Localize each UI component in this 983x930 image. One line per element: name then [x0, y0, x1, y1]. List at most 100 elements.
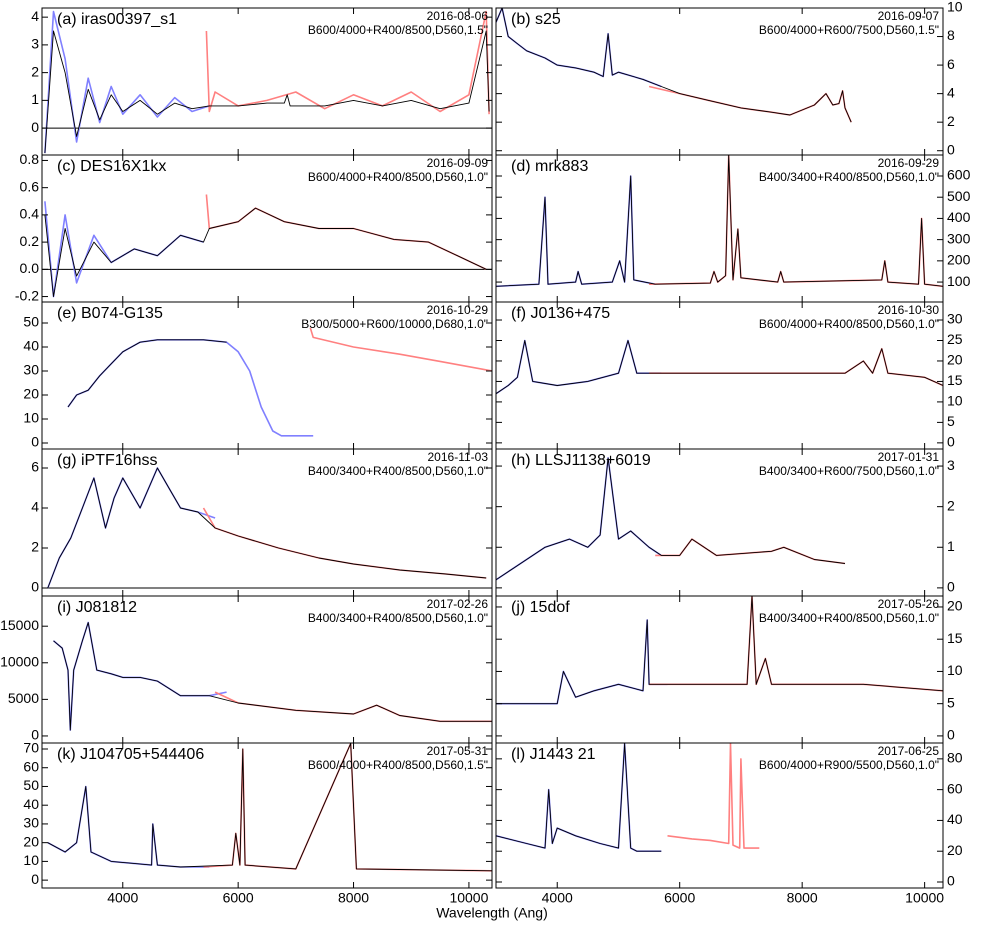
y-tick-label: 2	[31, 63, 39, 79]
panel-title: (l) J1443 21	[511, 746, 596, 763]
spectrum-line	[44, 30, 490, 154]
panel-setup: B300/5000+R600/10000,D680,1.0"	[301, 317, 488, 331]
y-tick-label: 0.4	[20, 206, 40, 222]
y-tick-label: 1	[947, 538, 955, 554]
spectrum-line	[496, 743, 662, 852]
spectrum-line	[496, 339, 662, 395]
spectrum-line	[47, 467, 487, 589]
panel-setup: B600/4000+R400/8500,D560,1.0"	[759, 317, 939, 331]
panel-setup: B400/3400+R400/8500,D560,1.0"	[308, 464, 488, 478]
y-tick-label: 2	[31, 539, 39, 555]
spectrum-line	[44, 10, 210, 154]
panel-setup: B400/3400+R400/8500,D560,1.0"	[759, 170, 939, 184]
panel: 0 10 20 30 40 50 (e) B074-G135 2016-10-29B300/5…	[23, 301, 493, 450]
y-tick-label: 0	[947, 727, 955, 743]
panel: 0 5 10 15 20 (j) 15dof 2017-05-26B400/3400+R40…	[495, 595, 963, 744]
y-tick-label: 10000	[0, 653, 39, 669]
y-tick-label: 50	[23, 314, 39, 330]
x-tick-label: 6000	[664, 890, 695, 906]
x-tick-label: 10000	[449, 890, 488, 906]
panel-setup: B600/4000+R400/8500,D560,1.0"	[308, 170, 488, 184]
y-tick-label: 80	[947, 750, 963, 766]
y-tick-label: 50	[23, 777, 39, 793]
panel: -0.2 0.0 0.2 0.4 0.6 0.8 (c) DES16X1kx 2016-09-…	[15, 151, 493, 303]
panel-title: (a) iras00397_s1	[57, 11, 177, 28]
spectrum-line	[44, 201, 204, 298]
spectrum-line	[648, 85, 852, 123]
panel-title: (j) 15dof	[511, 599, 570, 616]
plot-area	[52, 621, 492, 731]
plot-area	[496, 596, 943, 705]
spectrum-line	[53, 622, 492, 731]
spectrum-line	[47, 743, 492, 872]
panel-frame	[495, 742, 944, 889]
y-tick-label: 20	[23, 833, 39, 849]
y-tick-label: 6	[31, 459, 39, 475]
panel-title: (k) J104705+544406	[57, 746, 204, 763]
panel-date: 2016-11-03	[428, 450, 489, 464]
y-tick-label: 3	[947, 457, 955, 473]
y-tick-label: 5	[947, 413, 955, 429]
spectrum-line	[67, 339, 227, 408]
y-tick-label: 6	[947, 56, 955, 72]
plot-area	[496, 743, 760, 852]
y-tick-label: 0	[947, 579, 955, 595]
plot-area	[42, 467, 492, 589]
spectrum-line	[667, 743, 760, 849]
y-tick-label: 15	[947, 630, 963, 646]
spectrum-line	[309, 327, 492, 372]
y-tick-label: 20	[23, 386, 39, 402]
y-tick-label: 0.6	[20, 178, 40, 194]
y-tick-label: 0.8	[20, 151, 40, 167]
panel-date: 2017-01-31	[878, 450, 940, 464]
y-tick-label: 1	[31, 91, 39, 107]
y-tick-label: 0	[31, 871, 39, 887]
y-tick-label: 40	[947, 811, 963, 827]
y-tick-label: 20	[947, 842, 963, 858]
panel: 0 10 20 30 40 50 60 70 4000 6000 8000 10000 (k) J104…	[23, 740, 493, 906]
plot-area	[47, 743, 492, 872]
y-tick-label: 0	[31, 434, 39, 450]
panel-date: 2017-05-26	[878, 597, 940, 611]
x-tick-label: 8000	[338, 890, 369, 906]
panel: 0 5000 10000 15000 (i) J081812 2017-02-26B400…	[0, 595, 493, 744]
y-tick-label: -0.2	[15, 287, 39, 303]
y-tick-label: 20	[947, 352, 963, 368]
y-tick-label: 30	[23, 362, 39, 378]
y-tick-label: 500	[947, 188, 971, 204]
y-tick-label: 60	[947, 780, 963, 796]
spectrum-line	[205, 194, 487, 271]
panel-setup: B600/4000+R600/7500,D560,1.5"	[759, 23, 939, 37]
panel-frame	[41, 742, 493, 889]
y-tick-label: 200	[947, 252, 971, 268]
y-tick-label: 3	[31, 36, 39, 52]
y-tick-label: 2	[947, 113, 955, 129]
y-tick-label: 10	[947, 0, 963, 15]
y-tick-label: 100	[947, 273, 971, 289]
y-tick-label: 10	[947, 662, 963, 678]
panel-setup: B400/3400+R400/8500,D560,1.0"	[308, 611, 488, 625]
panel: 0 2 4 6 8 10 (b) s25 2016-09-07B600/4000+R600/7…	[495, 0, 963, 157]
spectrum-line	[496, 457, 846, 581]
spectrum-line	[44, 207, 487, 298]
spectrum-line	[214, 691, 492, 723]
y-tick-label: 40	[23, 796, 39, 812]
y-tick-label: 0.2	[20, 233, 40, 249]
panel-title: (d) mrk883	[511, 158, 588, 175]
y-tick-label: 0	[31, 727, 39, 743]
y-tick-label: 0	[947, 141, 955, 157]
spectrum-line	[52, 621, 227, 731]
panel: 0 1 2 3 (h) LLSJ1138+6019 2017-01-31B400/3400…	[495, 448, 955, 597]
y-tick-label: 60	[23, 758, 39, 774]
y-tick-label: 0	[947, 434, 955, 450]
spectrum-line	[205, 10, 490, 115]
y-tick-label: 0	[31, 119, 39, 135]
panel-setup: B400/3400+R400/8500,D560,1.0"	[759, 611, 939, 625]
panel-setup: B600/4000+R400/8500,D560,1.5"	[308, 758, 488, 772]
y-tick-label: 25	[947, 331, 963, 347]
panel: 0 5 10 15 20 25 30 (f) J0136+475 2016-10-30B600/…	[495, 301, 963, 450]
y-tick-label: 70	[23, 740, 39, 756]
y-tick-label: 10	[947, 393, 963, 409]
spectrum-line	[67, 339, 314, 437]
